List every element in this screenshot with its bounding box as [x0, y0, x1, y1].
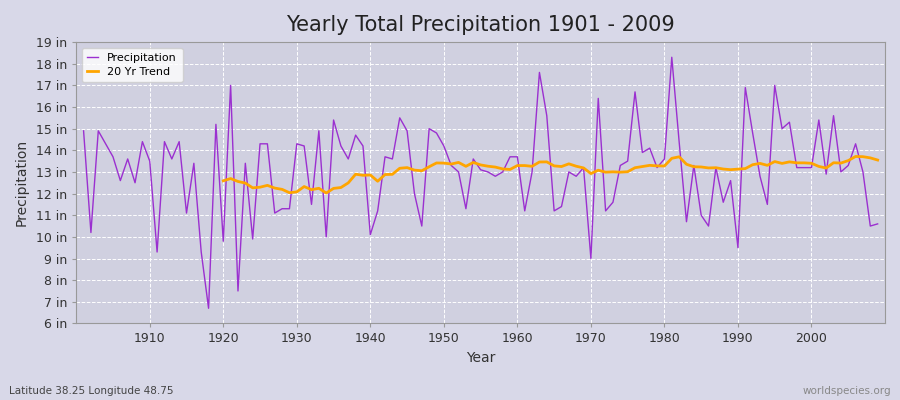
- 20 Yr Trend: [343, 180, 354, 185]
- 20 Yr Trend: [600, 170, 611, 174]
- Line: 20 Yr Trend: 20 Yr Trend: [223, 156, 878, 193]
- Precipitation: [78, 128, 89, 133]
- X-axis label: Year: Year: [466, 351, 495, 365]
- Title: Yearly Total Precipitation 1901 - 2009: Yearly Total Precipitation 1901 - 2009: [286, 15, 675, 35]
- Y-axis label: Precipitation: Precipitation: [15, 139, 29, 226]
- Precipitation: [872, 222, 883, 226]
- Text: worldspecies.org: worldspecies.org: [803, 386, 891, 396]
- Precipitation: [350, 133, 361, 138]
- Precipitation: [137, 139, 148, 144]
- 20 Yr Trend: [505, 167, 516, 172]
- Line: Precipitation: Precipitation: [84, 57, 878, 308]
- Precipitation: [512, 154, 523, 159]
- 20 Yr Trend: [512, 163, 523, 168]
- 20 Yr Trend: [872, 158, 883, 162]
- Text: Latitude 38.25 Longitude 48.75: Latitude 38.25 Longitude 48.75: [9, 386, 174, 396]
- Precipitation: [666, 55, 677, 60]
- Precipitation: [608, 200, 618, 205]
- Precipitation: [203, 306, 214, 311]
- Precipitation: [519, 208, 530, 213]
- Precipitation: [306, 202, 317, 207]
- Legend: Precipitation, 20 Yr Trend: Precipitation, 20 Yr Trend: [82, 48, 183, 82]
- 20 Yr Trend: [299, 184, 310, 189]
